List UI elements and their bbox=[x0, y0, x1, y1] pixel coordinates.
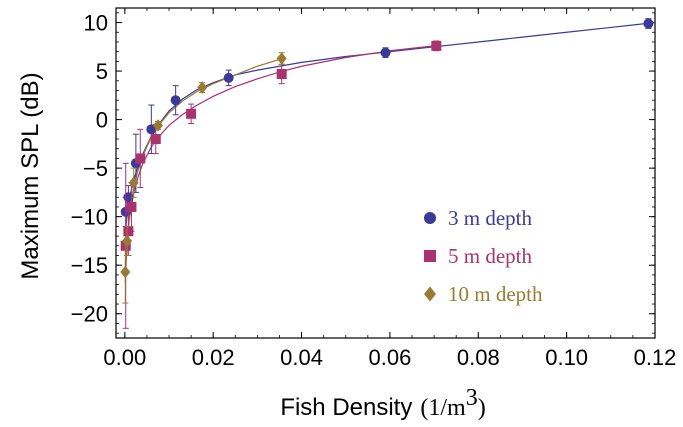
data-point bbox=[122, 234, 133, 248]
data-point bbox=[126, 201, 137, 212]
x-tick-label: 0.02 bbox=[192, 345, 235, 370]
data-point bbox=[223, 72, 234, 83]
fit-curves bbox=[124, 21, 656, 283]
data-point bbox=[152, 119, 163, 132]
y-tick-label: 5 bbox=[96, 59, 108, 84]
data-point bbox=[380, 47, 391, 58]
data-point bbox=[146, 124, 157, 135]
legend-label: 3 m depth bbox=[448, 206, 532, 230]
data-points bbox=[120, 18, 654, 329]
legend-marker bbox=[424, 250, 436, 262]
data-point bbox=[123, 226, 134, 237]
legend-label: 5 m depth bbox=[448, 244, 532, 268]
y-axis: 10 5 0 −5 −10 −15 −20 bbox=[71, 11, 655, 334]
data-point bbox=[276, 69, 287, 79]
y-tick-label: 0 bbox=[96, 108, 108, 133]
x-axis-title: Fish Density (1/m3) bbox=[280, 385, 485, 421]
legend-marker bbox=[424, 286, 436, 302]
x-tick-label: 0.08 bbox=[457, 345, 500, 370]
data-point bbox=[276, 52, 287, 65]
y-tick-label: −5 bbox=[83, 156, 108, 181]
data-point bbox=[170, 95, 181, 106]
x-axis: 0.00 0.02 0.04 0.06 0.08 0.10 0.12 bbox=[103, 8, 676, 370]
x-tick-label: 0.12 bbox=[634, 345, 677, 370]
y-axis-title: Maximum SPL (dB) bbox=[17, 72, 44, 279]
data-point bbox=[186, 108, 197, 119]
data-point bbox=[643, 18, 654, 29]
data-point bbox=[120, 265, 131, 279]
x-tick-label: 0.06 bbox=[369, 345, 412, 370]
data-point bbox=[150, 134, 161, 145]
y-tick-label: 10 bbox=[84, 11, 108, 36]
data-point bbox=[135, 153, 146, 164]
x-tick-label: 0.04 bbox=[280, 345, 323, 370]
data-point bbox=[431, 40, 442, 51]
fit-line bbox=[124, 21, 656, 235]
x-tick-label: 0.00 bbox=[103, 345, 146, 370]
y-tick-label: −15 bbox=[71, 253, 108, 278]
legend-label: 10 m depth bbox=[448, 282, 543, 306]
data-point bbox=[128, 176, 139, 189]
legend: 3 m depth 5 m depth 10 m depth bbox=[424, 206, 543, 306]
legend-marker bbox=[424, 212, 436, 224]
plot-frame bbox=[115, 7, 656, 339]
y-tick-label: −10 bbox=[71, 205, 108, 230]
x-tick-label: 0.10 bbox=[545, 345, 588, 370]
y-tick-label: −20 bbox=[71, 302, 108, 327]
data-point bbox=[197, 81, 208, 94]
